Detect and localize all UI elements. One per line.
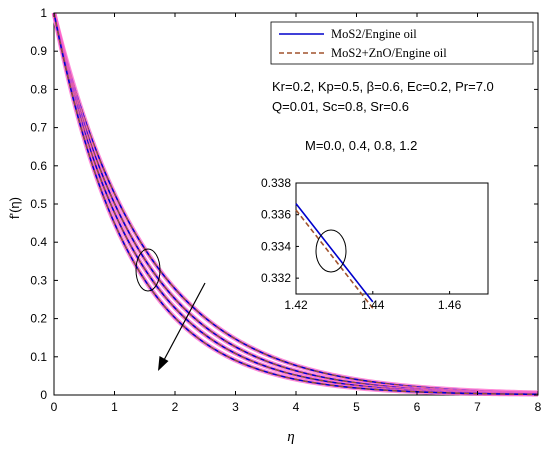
x-tick-label: 3 xyxy=(232,400,239,414)
y-axis: 0 0.1 0.2 0.3 0.4 0.5 0.6 0.7 0.8 0.9 1 xyxy=(30,6,538,402)
annotation-m-values: M=0.0, 0.4, 0.8, 1.2 xyxy=(305,138,417,153)
x-tick-label: 4 xyxy=(293,400,300,414)
y-tick-label: 0.9 xyxy=(30,44,47,58)
inset-x-tick-label: 1.44 xyxy=(361,298,385,312)
inset-x-axis: 1.42 1.44 1.46 xyxy=(284,291,462,312)
annotation-params-2: Q=0.01, Sc=0.8, Sr=0.6 xyxy=(272,99,409,114)
annotation-params-1: Kr=0.2, Kp=0.5, β=0.6, Ec=0.2, Pr=7.0 xyxy=(272,79,494,94)
x-tick-label: 5 xyxy=(353,400,360,414)
x-axis: 0 1 2 3 4 5 6 7 8 xyxy=(51,13,542,414)
y-tick-label: 0.2 xyxy=(30,312,47,326)
y-tick-label: 0.5 xyxy=(30,197,47,211)
inset-lines xyxy=(295,203,374,309)
inset: 1.42 1.44 1.46 0.332 0.334 0.336 0.338 xyxy=(261,176,489,312)
inset-y-tick-label: 0.336 xyxy=(261,208,291,222)
inset-line-mos2 xyxy=(295,203,374,303)
y-tick-label: 0.4 xyxy=(30,235,47,249)
inset-y-tick-label: 0.334 xyxy=(261,239,291,253)
y-tick-label: 0 xyxy=(40,388,47,402)
x-tick-label: 2 xyxy=(172,400,179,414)
inset-x-tick-label: 1.42 xyxy=(284,298,308,312)
inset-x-tick-label: 1.46 xyxy=(438,298,462,312)
y-tick-label: 0.6 xyxy=(30,159,47,173)
x-tick-label: 8 xyxy=(535,400,542,414)
y-tick-label: 0.1 xyxy=(30,350,47,364)
y-tick-label: 0.7 xyxy=(30,121,47,135)
y-tick-label: 1 xyxy=(40,6,47,20)
x-tick-label: 1 xyxy=(111,400,118,414)
inset-line-mos2-zno xyxy=(295,209,374,309)
y-axis-label: f'(η) xyxy=(7,197,22,219)
inset-y-tick-label: 0.332 xyxy=(261,271,291,285)
x-tick-label: 6 xyxy=(414,400,421,414)
curve-mos2-zno-m0.4 xyxy=(53,12,539,395)
inset-marker-ellipse xyxy=(315,229,347,273)
legend-box xyxy=(270,21,534,65)
x-tick-label: 7 xyxy=(474,400,481,414)
x-tick-label: 0 xyxy=(51,400,58,414)
inset-frame xyxy=(295,182,489,295)
increase-arrow xyxy=(158,282,206,371)
legend-entry-2: MoS2+ZnO/Engine oil xyxy=(331,46,447,60)
curves-layer xyxy=(51,12,539,397)
y-tick-label: 0.3 xyxy=(30,273,47,287)
x-axis-label: η xyxy=(287,429,294,445)
y-tick-label: 0.8 xyxy=(30,82,47,96)
legend-entry-1: MoS2/Engine oil xyxy=(331,27,417,41)
inset-y-axis: 0.332 0.334 0.336 0.338 xyxy=(261,176,299,285)
inset-y-tick-label: 0.338 xyxy=(261,176,291,190)
curve-mos2-zno-m1.2 xyxy=(53,12,539,396)
zoom-marker-ellipse xyxy=(135,248,161,292)
legend: MoS2/Engine oil MoS2+ZnO/Engine oil xyxy=(270,21,534,65)
